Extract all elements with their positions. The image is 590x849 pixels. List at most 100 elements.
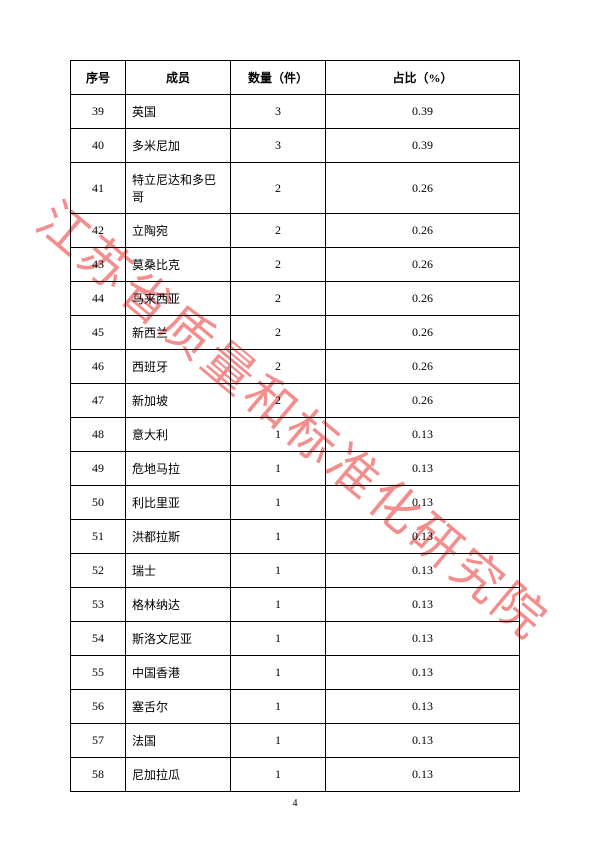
cell-member: 利比里亚	[126, 486, 231, 520]
cell-qty: 3	[231, 129, 326, 163]
cell-member: 瑞士	[126, 554, 231, 588]
table-header-row: 序号 成员 数量（件） 占比（%）	[71, 61, 520, 95]
cell-seq: 46	[71, 350, 126, 384]
cell-seq: 57	[71, 724, 126, 758]
cell-pct: 0.13	[326, 418, 520, 452]
table-row: 44马来西亚20.26	[71, 282, 520, 316]
cell-member: 多米尼加	[126, 129, 231, 163]
cell-member: 立陶宛	[126, 214, 231, 248]
table-row: 52瑞士10.13	[71, 554, 520, 588]
cell-pct: 0.13	[326, 554, 520, 588]
cell-seq: 44	[71, 282, 126, 316]
cell-seq: 40	[71, 129, 126, 163]
cell-pct: 0.26	[326, 316, 520, 350]
cell-member: 西班牙	[126, 350, 231, 384]
table-row: 39英国30.39	[71, 95, 520, 129]
cell-member: 危地马拉	[126, 452, 231, 486]
cell-seq: 45	[71, 316, 126, 350]
cell-pct: 0.26	[326, 163, 520, 214]
cell-qty: 1	[231, 554, 326, 588]
col-header-seq: 序号	[71, 61, 126, 95]
data-table: 序号 成员 数量（件） 占比（%） 39英国30.3940多米尼加30.3941…	[70, 60, 520, 792]
table-row: 42立陶宛20.26	[71, 214, 520, 248]
table-row: 48意大利10.13	[71, 418, 520, 452]
cell-seq: 43	[71, 248, 126, 282]
cell-pct: 0.13	[326, 690, 520, 724]
cell-member: 新加坡	[126, 384, 231, 418]
table-row: 50利比里亚10.13	[71, 486, 520, 520]
cell-seq: 53	[71, 588, 126, 622]
cell-member: 意大利	[126, 418, 231, 452]
cell-qty: 1	[231, 588, 326, 622]
cell-qty: 1	[231, 690, 326, 724]
table-row: 46西班牙20.26	[71, 350, 520, 384]
cell-qty: 2	[231, 163, 326, 214]
cell-qty: 1	[231, 418, 326, 452]
cell-qty: 1	[231, 486, 326, 520]
table-row: 47新加坡20.26	[71, 384, 520, 418]
cell-seq: 48	[71, 418, 126, 452]
cell-pct: 0.13	[326, 656, 520, 690]
cell-seq: 47	[71, 384, 126, 418]
cell-member: 塞舌尔	[126, 690, 231, 724]
cell-qty: 2	[231, 384, 326, 418]
cell-pct: 0.26	[326, 248, 520, 282]
cell-qty: 2	[231, 214, 326, 248]
cell-member: 新西兰	[126, 316, 231, 350]
cell-seq: 49	[71, 452, 126, 486]
cell-member: 格林纳达	[126, 588, 231, 622]
col-header-qty: 数量（件）	[231, 61, 326, 95]
cell-qty: 2	[231, 282, 326, 316]
table-row: 57法国10.13	[71, 724, 520, 758]
table-row: 51洪都拉斯10.13	[71, 520, 520, 554]
cell-seq: 52	[71, 554, 126, 588]
table-row: 45新西兰20.26	[71, 316, 520, 350]
cell-qty: 1	[231, 758, 326, 792]
cell-seq: 41	[71, 163, 126, 214]
cell-member: 洪都拉斯	[126, 520, 231, 554]
table-row: 43莫桑比克20.26	[71, 248, 520, 282]
cell-member: 莫桑比克	[126, 248, 231, 282]
table-row: 40多米尼加30.39	[71, 129, 520, 163]
cell-qty: 1	[231, 520, 326, 554]
table-body: 39英国30.3940多米尼加30.3941特立尼达和多巴哥20.2642立陶宛…	[71, 95, 520, 792]
table-row: 41特立尼达和多巴哥20.26	[71, 163, 520, 214]
cell-member: 尼加拉瓜	[126, 758, 231, 792]
table-row: 49危地马拉10.13	[71, 452, 520, 486]
cell-member: 马来西亚	[126, 282, 231, 316]
cell-pct: 0.13	[326, 588, 520, 622]
table-row: 55中国香港10.13	[71, 656, 520, 690]
cell-pct: 0.13	[326, 520, 520, 554]
cell-pct: 0.26	[326, 350, 520, 384]
cell-pct: 0.13	[326, 724, 520, 758]
cell-seq: 56	[71, 690, 126, 724]
cell-qty: 2	[231, 316, 326, 350]
cell-pct: 0.39	[326, 129, 520, 163]
cell-seq: 51	[71, 520, 126, 554]
cell-seq: 39	[71, 95, 126, 129]
cell-member: 英国	[126, 95, 231, 129]
table-row: 53格林纳达10.13	[71, 588, 520, 622]
cell-qty: 1	[231, 452, 326, 486]
page-number: 4	[70, 798, 520, 809]
cell-qty: 1	[231, 656, 326, 690]
document-page: 序号 成员 数量（件） 占比（%） 39英国30.3940多米尼加30.3941…	[0, 0, 590, 849]
col-header-member: 成员	[126, 61, 231, 95]
cell-pct: 0.26	[326, 282, 520, 316]
cell-qty: 2	[231, 248, 326, 282]
cell-member: 特立尼达和多巴哥	[126, 163, 231, 214]
cell-qty: 1	[231, 622, 326, 656]
cell-seq: 58	[71, 758, 126, 792]
cell-qty: 3	[231, 95, 326, 129]
col-header-pct: 占比（%）	[326, 61, 520, 95]
cell-member: 中国香港	[126, 656, 231, 690]
cell-seq: 42	[71, 214, 126, 248]
cell-qty: 1	[231, 724, 326, 758]
cell-pct: 0.13	[326, 486, 520, 520]
cell-pct: 0.13	[326, 758, 520, 792]
cell-qty: 2	[231, 350, 326, 384]
cell-pct: 0.26	[326, 384, 520, 418]
table-row: 58尼加拉瓜10.13	[71, 758, 520, 792]
cell-seq: 55	[71, 656, 126, 690]
cell-member: 法国	[126, 724, 231, 758]
